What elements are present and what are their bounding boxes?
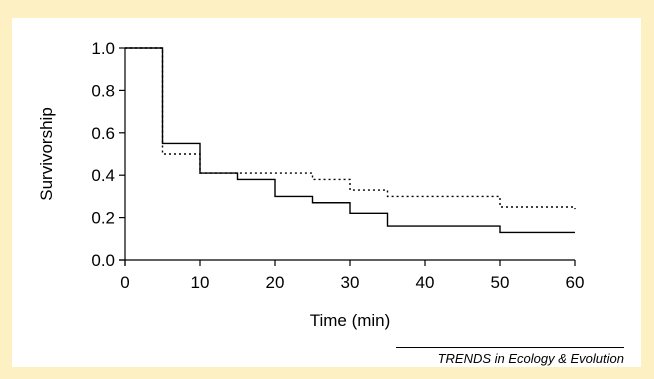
- y-tick-label: 0.0: [91, 251, 115, 270]
- y-tick-label: 0.4: [91, 166, 115, 185]
- x-tick-label: 10: [191, 273, 210, 292]
- y-axis-title: Survivorship: [37, 107, 56, 201]
- journal-credit: TRENDS in Ecology & Evolution: [396, 347, 624, 366]
- chart-axes: [119, 47, 576, 266]
- x-axis-title: Time (min): [310, 311, 391, 330]
- chart-series: [125, 47, 576, 234]
- series-line-dotted: [125, 47, 576, 210]
- x-tick-label: 40: [416, 273, 435, 292]
- series-line-solid: [125, 47, 575, 234]
- x-tick-label: 30: [341, 273, 360, 292]
- chart-labels: 0 10 20 30 40 50 60 0.0 0.2 0.4 0.6 0.8 1.0 Time (min…: [37, 39, 584, 330]
- x-tick-label: 60: [566, 273, 585, 292]
- x-tick-label: 50: [491, 273, 510, 292]
- x-tick-label: 20: [266, 273, 285, 292]
- y-tick-label: 0.6: [91, 124, 115, 143]
- y-tick-label: 1.0: [91, 39, 115, 58]
- y-tick-label: 0.8: [91, 81, 115, 100]
- figure-panel: [12, 18, 641, 367]
- x-tick-label: 0: [120, 273, 129, 292]
- y-tick-label: 0.2: [91, 209, 115, 228]
